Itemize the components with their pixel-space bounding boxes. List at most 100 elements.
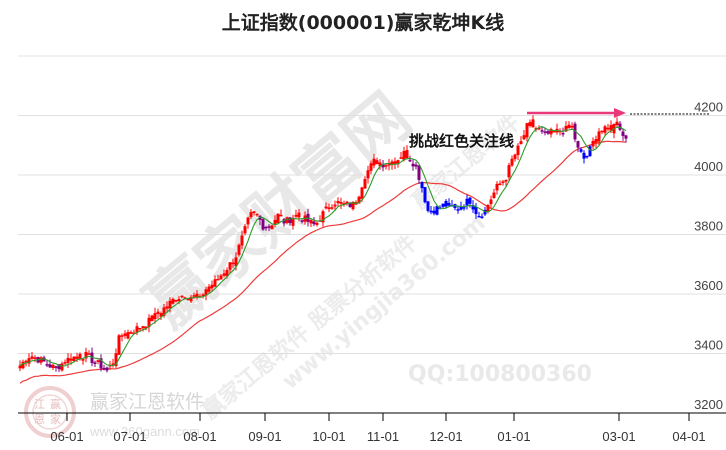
candle-body <box>255 213 259 216</box>
x-tick-label: 10-01 <box>312 429 345 444</box>
candle-body <box>210 284 214 289</box>
candle-body <box>618 123 622 130</box>
candle-body <box>39 357 43 363</box>
candle-body <box>117 335 121 355</box>
candle-body <box>177 298 181 302</box>
candle-body <box>414 164 418 167</box>
candle-body <box>561 132 565 135</box>
candle-body <box>504 179 508 182</box>
candle-body <box>183 297 187 299</box>
candle-body <box>372 158 376 166</box>
candle-body <box>234 257 238 267</box>
candle-body <box>102 368 106 370</box>
candle-body <box>486 204 490 212</box>
candle-body <box>441 203 445 207</box>
x-tick-label: 09-01 <box>248 429 281 444</box>
candle-body <box>90 352 94 364</box>
candle-body <box>126 332 130 339</box>
candle-body <box>129 332 133 334</box>
candle-body <box>261 219 265 230</box>
candle-body <box>345 201 349 204</box>
focus-line-arrow <box>527 108 710 118</box>
candle-body <box>582 152 586 159</box>
y-tick-label: 4000 <box>694 159 723 174</box>
candle-body <box>33 357 37 359</box>
candle-body <box>150 315 154 322</box>
candle-body <box>225 270 229 277</box>
candle-body <box>222 273 226 276</box>
candle-body <box>96 360 100 362</box>
x-tick-label: 04-01 <box>672 429 705 444</box>
candle-body <box>420 181 424 189</box>
candle-body <box>138 327 142 330</box>
candle-body <box>204 289 208 296</box>
candle-body <box>105 367 109 371</box>
candle-body <box>405 150 409 159</box>
candle-body <box>432 210 436 214</box>
candle-body <box>624 135 628 139</box>
annotation-text: 挑战红色关注线 <box>409 132 514 150</box>
candle-body <box>48 364 52 368</box>
candle-body <box>270 225 274 230</box>
candle-body <box>315 222 319 225</box>
candle-body <box>276 213 280 223</box>
candle-body <box>393 161 397 164</box>
candle-body <box>378 162 382 167</box>
candle-body <box>18 365 22 369</box>
candle-body <box>525 123 529 138</box>
candle-body <box>201 294 205 296</box>
candle-body <box>423 187 427 203</box>
candle-body <box>174 300 178 302</box>
arrow-head-icon <box>614 108 626 118</box>
watermark-seal-icon: 江 赢 恩 家 <box>24 386 76 438</box>
candle-body <box>549 128 553 135</box>
candle-body <box>357 196 361 204</box>
candle-body <box>186 298 190 300</box>
candle-body <box>321 211 325 223</box>
candle-body <box>240 235 244 246</box>
candle-body <box>522 135 526 140</box>
x-tick-label: 08-01 <box>183 429 216 444</box>
candle-body <box>426 201 430 211</box>
candle-body <box>384 165 388 167</box>
candle-body <box>297 212 301 218</box>
candle-body <box>408 159 412 162</box>
candle-body <box>570 125 574 128</box>
candle-body <box>45 364 49 366</box>
x-tick-label: 06-01 <box>50 429 83 444</box>
candle-body <box>69 358 73 361</box>
candle-body <box>576 141 580 148</box>
candle-body <box>333 204 337 207</box>
candle-body <box>444 201 448 207</box>
candle-body <box>264 226 268 229</box>
candle-body <box>24 360 28 363</box>
candle-body <box>87 353 91 355</box>
candle-body <box>75 356 79 359</box>
candle-body <box>171 298 175 304</box>
candle-body <box>621 131 625 137</box>
candle-body <box>114 353 118 366</box>
candle-body <box>207 286 211 292</box>
candle-body <box>213 279 217 287</box>
candle-body <box>189 297 193 302</box>
candle-body <box>498 183 502 185</box>
candle-body <box>309 220 313 224</box>
candle-body <box>366 170 370 179</box>
candle-body <box>510 158 514 166</box>
candle-body <box>63 362 67 364</box>
candle-body <box>417 165 421 180</box>
candle-body <box>288 217 292 223</box>
candle-body <box>192 295 196 297</box>
candle-body <box>537 127 541 130</box>
candle-body <box>72 356 76 362</box>
candle-body <box>81 359 85 361</box>
candle-body <box>99 358 103 369</box>
candle-body <box>459 206 463 210</box>
candle-body <box>84 352 88 359</box>
candle-body <box>111 363 115 366</box>
seal-char: 家 <box>50 412 61 426</box>
candle-body <box>495 183 499 191</box>
candle-body <box>153 313 157 320</box>
candle-body <box>267 226 271 228</box>
candle-body <box>54 366 58 368</box>
